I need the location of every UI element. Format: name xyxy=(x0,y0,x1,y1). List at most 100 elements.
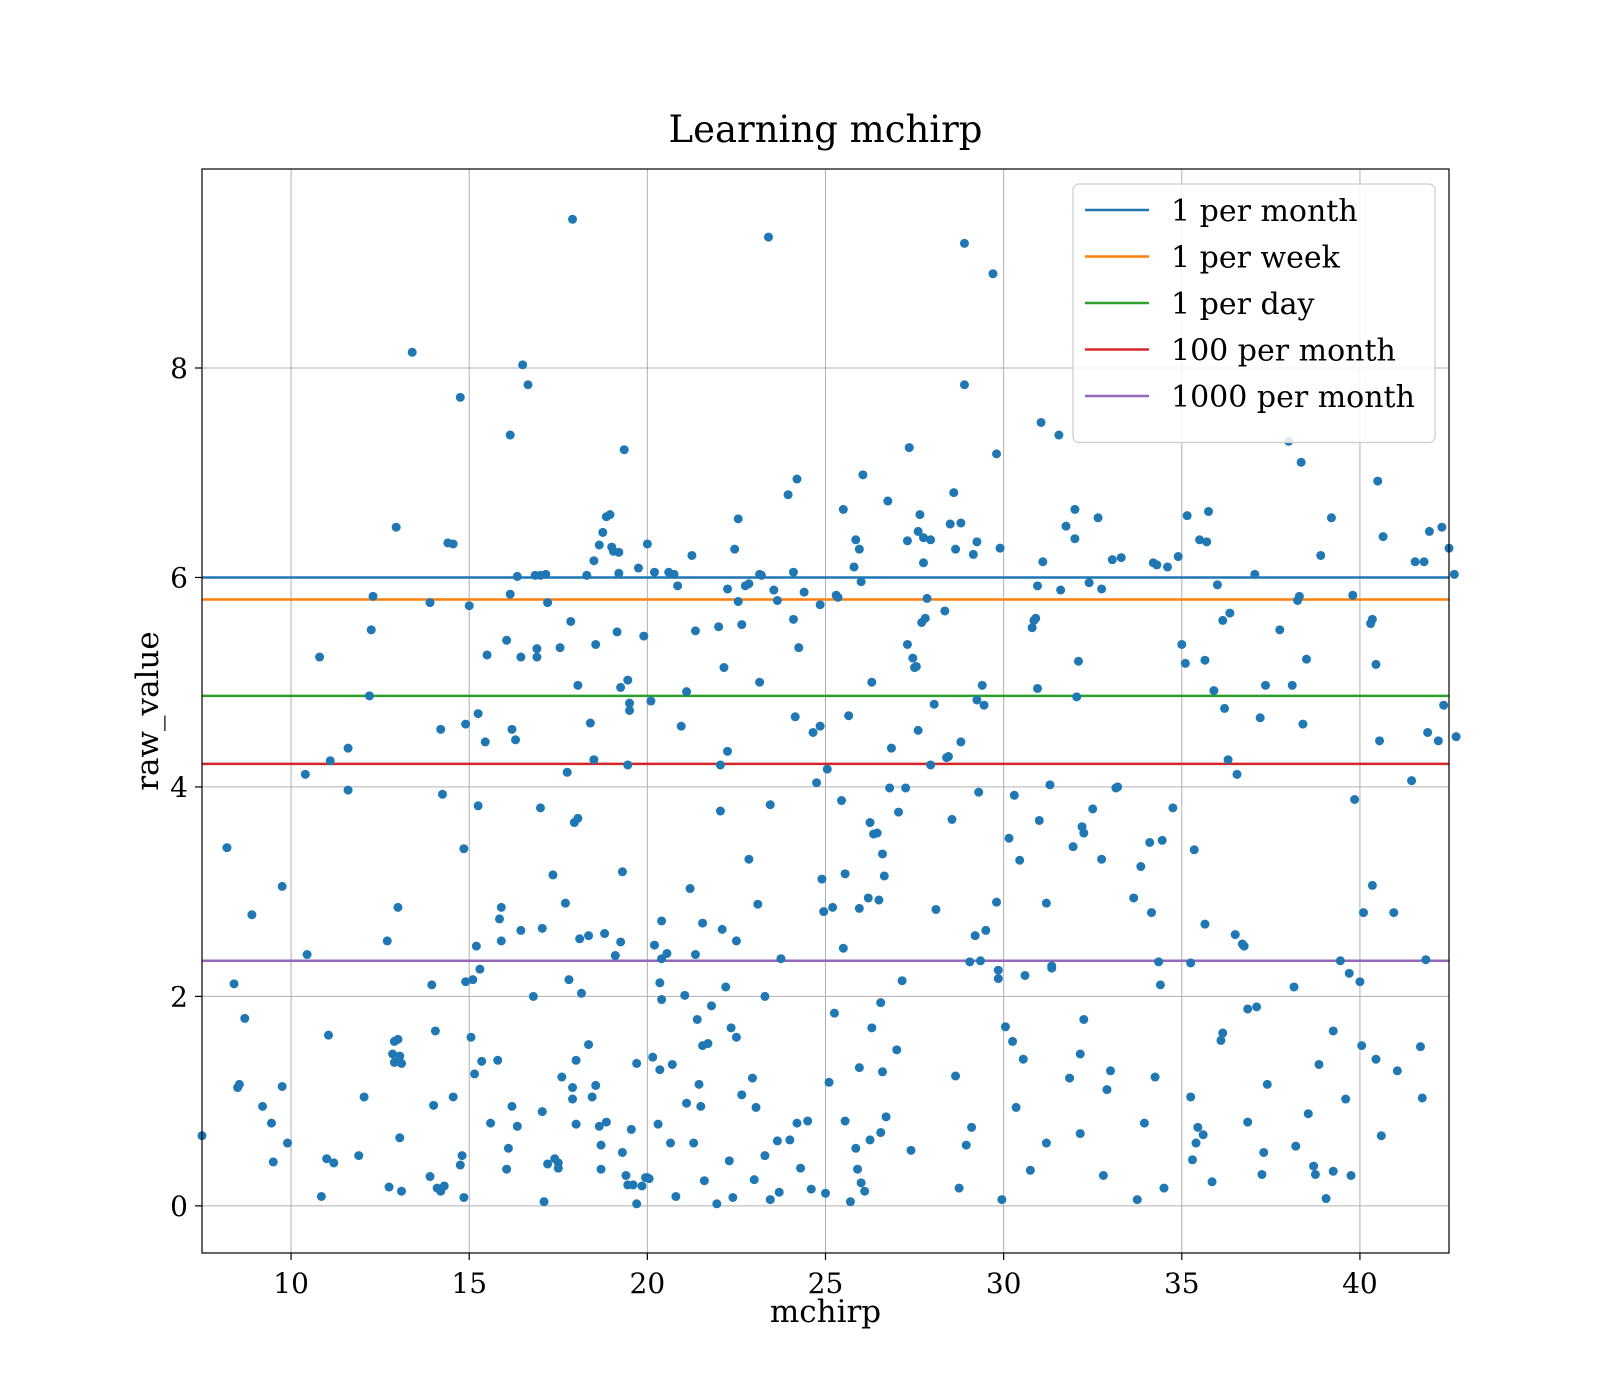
data-point xyxy=(1009,790,1019,800)
data-point xyxy=(1025,1165,1035,1175)
data-point xyxy=(892,1045,902,1055)
data-point xyxy=(863,893,873,903)
data-point xyxy=(1218,1028,1228,1038)
data-point xyxy=(744,854,754,864)
y-tick-label: 6 xyxy=(170,561,188,594)
data-point xyxy=(537,923,547,933)
data-point xyxy=(584,931,594,941)
y-axis-ticks: 0 2 4 6 8 xyxy=(170,352,202,1223)
data-point xyxy=(1182,511,1192,521)
data-point xyxy=(473,709,483,719)
data-point xyxy=(368,591,378,601)
data-point xyxy=(619,445,629,455)
legend: 1 per month 1 per week 1 per day 100 per mo… xyxy=(1072,183,1436,444)
data-point xyxy=(792,1118,802,1128)
data-point xyxy=(954,1183,964,1193)
data-point xyxy=(965,957,975,967)
data-point xyxy=(854,544,864,554)
data-point xyxy=(535,803,545,813)
data-point xyxy=(359,1092,369,1102)
data-point xyxy=(655,978,665,988)
data-point xyxy=(1423,727,1433,737)
data-point xyxy=(676,721,686,731)
data-point xyxy=(689,1138,699,1148)
legend-entry-label: 1000 per month xyxy=(1171,380,1415,415)
data-point xyxy=(906,1145,916,1155)
data-point xyxy=(1216,1035,1226,1045)
data-point xyxy=(967,1122,977,1132)
data-point xyxy=(596,1164,606,1174)
data-point xyxy=(571,1055,581,1065)
data-point xyxy=(1056,585,1066,595)
data-point xyxy=(589,755,599,765)
data-point xyxy=(897,976,907,986)
data-point xyxy=(605,510,615,520)
data-point xyxy=(1298,719,1308,729)
data-point xyxy=(496,902,506,912)
data-point xyxy=(548,870,558,880)
data-point xyxy=(854,903,864,913)
data-point xyxy=(1168,803,1178,813)
data-point xyxy=(639,631,649,641)
data-point xyxy=(721,982,731,992)
data-point xyxy=(682,1098,692,1108)
data-point xyxy=(1036,417,1046,427)
data-point xyxy=(601,1117,611,1127)
data-point xyxy=(749,1175,759,1185)
data-point xyxy=(573,680,583,690)
data-point xyxy=(532,652,542,662)
data-point xyxy=(439,1181,449,1191)
data-point xyxy=(687,550,697,560)
data-point xyxy=(803,1116,813,1126)
data-point xyxy=(1088,804,1098,814)
data-point xyxy=(714,622,724,632)
data-point xyxy=(1079,1014,1089,1024)
data-point xyxy=(382,936,392,946)
data-point xyxy=(844,711,854,721)
data-point xyxy=(268,1157,278,1167)
data-point xyxy=(505,589,515,599)
data-point xyxy=(503,1143,513,1153)
data-point xyxy=(819,907,829,917)
data-point xyxy=(471,941,481,951)
data-point xyxy=(815,600,825,610)
data-point xyxy=(389,1057,399,1067)
data-point xyxy=(918,533,928,543)
data-point xyxy=(796,1163,806,1173)
data-point xyxy=(466,1032,476,1042)
data-point xyxy=(585,718,595,728)
data-point xyxy=(1321,1194,1331,1204)
data-point xyxy=(872,828,882,838)
data-point xyxy=(1294,591,1304,601)
data-point xyxy=(657,995,667,1005)
data-point xyxy=(316,1191,326,1201)
data-point xyxy=(1371,1054,1381,1064)
data-point xyxy=(1075,1049,1085,1059)
data-point xyxy=(568,1083,578,1093)
data-point xyxy=(913,526,923,536)
data-point xyxy=(929,699,939,709)
data-point xyxy=(277,881,287,891)
data-point xyxy=(1079,828,1089,838)
x-tick-label: 15 xyxy=(451,1267,487,1300)
data-point xyxy=(1084,578,1094,588)
data-point xyxy=(792,474,802,484)
data-point xyxy=(812,778,822,788)
data-point xyxy=(1163,562,1173,572)
data-point xyxy=(591,1080,601,1090)
data-point xyxy=(908,653,918,663)
data-point xyxy=(776,954,786,964)
data-point xyxy=(945,519,955,529)
data-point xyxy=(1000,1022,1010,1032)
data-point xyxy=(972,695,982,705)
data-point xyxy=(1041,898,1051,908)
data-point xyxy=(507,1101,517,1111)
data-point xyxy=(1417,1093,1427,1103)
data-point xyxy=(1392,1066,1402,1076)
data-point xyxy=(1437,522,1447,532)
data-point xyxy=(808,727,818,737)
data-point xyxy=(649,940,659,950)
data-point xyxy=(1113,782,1123,792)
data-point xyxy=(553,1163,563,1173)
data-point xyxy=(858,470,868,480)
